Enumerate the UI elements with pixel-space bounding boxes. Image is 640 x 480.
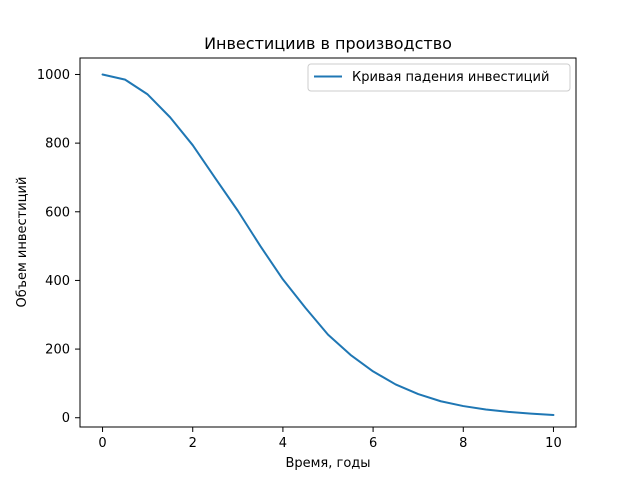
x-tick-label: 6	[369, 436, 377, 451]
x-tick-label: 8	[459, 436, 467, 451]
y-tick-label: 0	[62, 411, 70, 426]
legend-box	[307, 63, 571, 92]
y-tick-label: 800	[45, 137, 70, 152]
y-tick-label: 400	[45, 274, 70, 289]
plot-area	[80, 58, 576, 427]
legend-label: Кривая падения инвестиций	[352, 70, 549, 85]
y-tick-label: 600	[45, 205, 70, 220]
y-tick-label: 1000	[37, 68, 70, 83]
series-lines	[101, 73, 555, 416]
x-tick-label: 0	[98, 436, 106, 451]
plot-frame	[79, 57, 577, 428]
x-ticks: 0 2 4 6 8 10	[98, 427, 562, 451]
x-axis-label: Время, годы	[285, 456, 370, 471]
chart-title: Инвестициив в производство	[204, 34, 452, 53]
x-tick-label: 10	[545, 436, 562, 451]
y-ticks: 0 200 400 600 800 1000	[37, 68, 80, 426]
legend: Кривая падения инвестиций	[307, 63, 571, 92]
y-tick-label: 200	[45, 343, 70, 358]
x-tick-label: 4	[279, 436, 287, 451]
x-tick-label: 2	[189, 436, 197, 451]
y-axis-label: Объем инвестиций	[15, 177, 30, 308]
